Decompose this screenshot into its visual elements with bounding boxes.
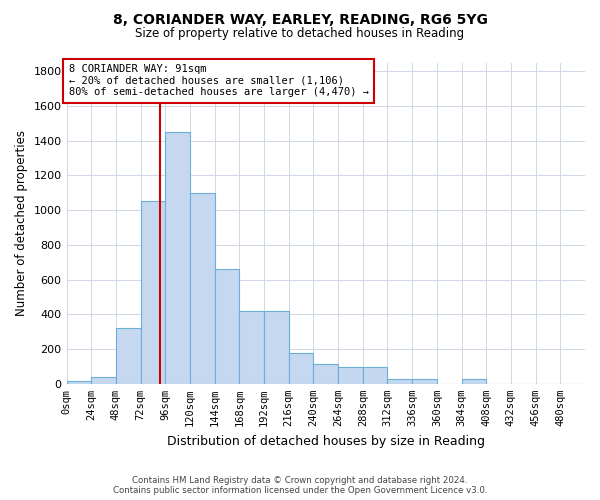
Bar [140, 202, 165, 384]
Bar [67, 381, 91, 384]
Bar [116, 328, 140, 384]
Bar [461, 380, 486, 384]
Bar [412, 380, 437, 384]
Bar [264, 311, 289, 384]
Bar [165, 132, 190, 384]
X-axis label: Distribution of detached houses by size in Reading: Distribution of detached houses by size … [167, 434, 485, 448]
Bar [190, 193, 215, 384]
Text: Size of property relative to detached houses in Reading: Size of property relative to detached ho… [136, 28, 464, 40]
Bar [239, 311, 264, 384]
Bar [338, 368, 363, 384]
Bar [313, 364, 338, 384]
Bar [91, 377, 116, 384]
Text: 8 CORIANDER WAY: 91sqm
← 20% of detached houses are smaller (1,106)
80% of semi-: 8 CORIANDER WAY: 91sqm ← 20% of detached… [68, 64, 368, 98]
Bar [289, 354, 313, 384]
Bar [215, 269, 239, 384]
Y-axis label: Number of detached properties: Number of detached properties [15, 130, 28, 316]
Text: 8, CORIANDER WAY, EARLEY, READING, RG6 5YG: 8, CORIANDER WAY, EARLEY, READING, RG6 5… [113, 12, 487, 26]
Bar [388, 380, 412, 384]
Text: Contains HM Land Registry data © Crown copyright and database right 2024.
Contai: Contains HM Land Registry data © Crown c… [113, 476, 487, 495]
Bar [363, 368, 388, 384]
